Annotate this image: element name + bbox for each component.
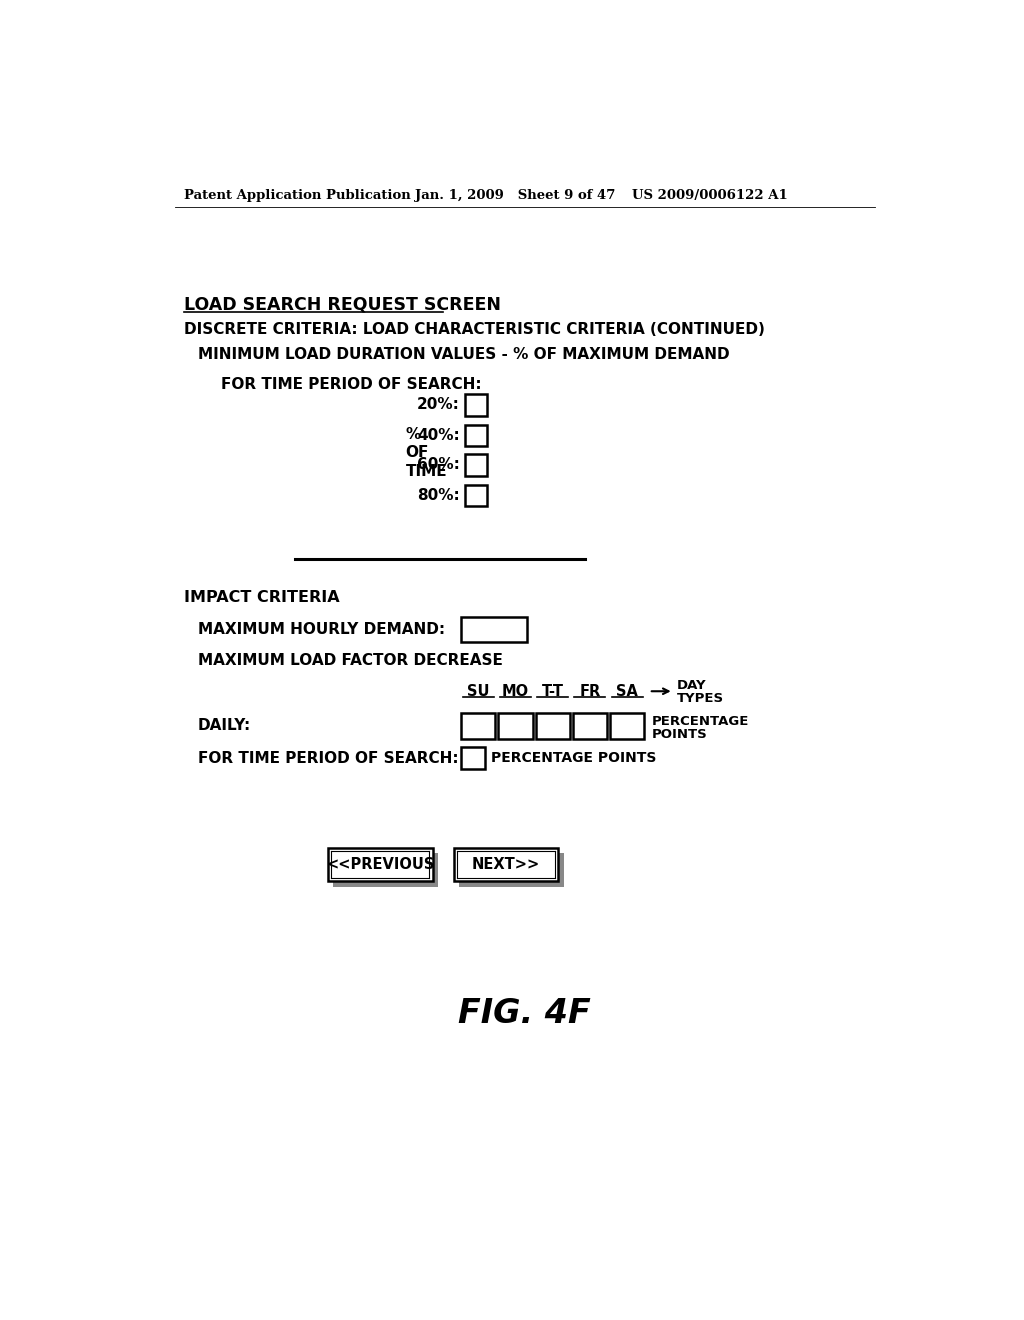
Text: TIME: TIME	[406, 463, 447, 479]
Text: FOR TIME PERIOD OF SEARCH:: FOR TIME PERIOD OF SEARCH:	[198, 751, 459, 766]
Text: Patent Application Publication: Patent Application Publication	[183, 189, 411, 202]
Bar	[461, 713, 496, 739]
Text: US 2009/0006122 A1: US 2009/0006122 A1	[632, 189, 787, 202]
Text: OF: OF	[406, 445, 429, 461]
Bar	[465, 425, 486, 446]
Text: Jan. 1, 2009   Sheet 9 of 47: Jan. 1, 2009 Sheet 9 of 47	[415, 189, 615, 202]
Text: T-T: T-T	[542, 684, 563, 698]
Text: 60%:: 60%:	[417, 457, 460, 473]
Text: SA: SA	[616, 684, 638, 698]
Bar	[465, 484, 486, 507]
Text: FOR TIME PERIOD OF SEARCH:: FOR TIME PERIOD OF SEARCH:	[221, 376, 481, 392]
Bar	[610, 713, 644, 739]
Text: %: %	[406, 426, 421, 442]
Bar	[572, 713, 607, 739]
Text: MAXIMUM HOURLY DEMAND:: MAXIMUM HOURLY DEMAND:	[198, 622, 444, 638]
Text: DAILY:: DAILY:	[198, 718, 251, 733]
Text: MINIMUM LOAD DURATION VALUES - % OF MAXIMUM DEMAND: MINIMUM LOAD DURATION VALUES - % OF MAXI…	[198, 347, 729, 362]
Text: PERCENTAGE: PERCENTAGE	[652, 714, 750, 727]
Bar	[465, 454, 486, 475]
Text: MO: MO	[502, 684, 529, 698]
Bar	[461, 618, 527, 642]
Text: NEXT>>: NEXT>>	[472, 857, 540, 873]
Text: LOAD SEARCH REQUEST SCREEN: LOAD SEARCH REQUEST SCREEN	[183, 296, 501, 314]
Text: DAY: DAY	[677, 680, 707, 693]
Text: 40%:: 40%:	[417, 428, 460, 444]
Bar	[334, 853, 438, 887]
Bar	[454, 847, 558, 882]
Text: FR: FR	[580, 684, 600, 698]
Text: PERCENTAGE POINTS: PERCENTAGE POINTS	[490, 751, 656, 766]
Text: FIG. 4F: FIG. 4F	[459, 997, 591, 1030]
Bar	[328, 847, 432, 882]
Text: DISCRETE CRITERIA: LOAD CHARACTERISTIC CRITERIA (CONTINUED): DISCRETE CRITERIA: LOAD CHARACTERISTIC C…	[183, 322, 765, 337]
Text: 20%:: 20%:	[417, 397, 460, 412]
Text: 80%:: 80%:	[417, 488, 460, 503]
Bar	[499, 713, 532, 739]
Text: TYPES: TYPES	[677, 692, 724, 705]
Text: SU: SU	[467, 684, 489, 698]
Bar	[459, 853, 563, 887]
Text: IMPACT CRITERIA: IMPACT CRITERIA	[183, 590, 339, 605]
Bar	[536, 713, 569, 739]
Text: MAXIMUM LOAD FACTOR DECREASE: MAXIMUM LOAD FACTOR DECREASE	[198, 653, 503, 668]
Bar	[461, 747, 484, 770]
Text: POINTS: POINTS	[652, 727, 708, 741]
Text: <<PREVIOUS: <<PREVIOUS	[326, 857, 434, 873]
Bar	[465, 395, 486, 416]
